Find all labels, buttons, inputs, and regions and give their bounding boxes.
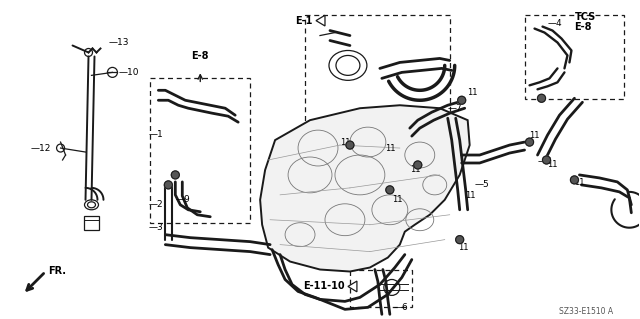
Text: 11: 11	[465, 191, 475, 200]
Text: 11: 11	[410, 166, 420, 174]
Circle shape	[456, 236, 464, 244]
Circle shape	[458, 96, 466, 104]
Circle shape	[538, 94, 545, 102]
Text: —13: —13	[108, 38, 129, 47]
Circle shape	[346, 141, 354, 149]
Text: 11: 11	[467, 88, 477, 97]
Polygon shape	[260, 105, 470, 271]
Text: SZ33-E1510 A: SZ33-E1510 A	[559, 307, 614, 316]
Bar	[350, 270, 412, 307]
Text: —2: —2	[148, 200, 163, 209]
Text: E-11-10: E-11-10	[303, 281, 345, 292]
Text: —4: —4	[547, 19, 562, 28]
Text: —10: —10	[118, 68, 139, 77]
Text: 11: 11	[529, 130, 540, 140]
Text: —9: —9	[175, 195, 190, 204]
Circle shape	[386, 186, 394, 194]
Bar	[150, 78, 250, 223]
Bar	[525, 15, 625, 99]
Circle shape	[543, 156, 550, 164]
Text: —12: —12	[31, 144, 51, 152]
Text: —3: —3	[148, 223, 163, 232]
Text: —1: —1	[148, 130, 163, 139]
Text: 11: 11	[458, 243, 468, 252]
Text: —7: —7	[448, 104, 463, 113]
Text: 11: 11	[547, 160, 558, 169]
Text: —6: —6	[394, 303, 408, 312]
Text: E-8: E-8	[575, 22, 592, 32]
Text: 11: 11	[385, 144, 396, 152]
Circle shape	[570, 176, 579, 184]
Bar	[305, 15, 450, 124]
Text: 11: 11	[392, 195, 403, 204]
Text: TCS: TCS	[575, 11, 596, 22]
Circle shape	[525, 138, 534, 146]
Text: 11: 11	[575, 178, 585, 187]
Text: —5: —5	[475, 180, 490, 189]
Circle shape	[414, 161, 422, 169]
Text: —8: —8	[538, 158, 552, 167]
Text: 11: 11	[340, 137, 351, 146]
Text: E-8: E-8	[191, 51, 209, 62]
Text: E-1: E-1	[294, 16, 312, 26]
Bar	[83, 216, 99, 230]
Circle shape	[164, 181, 172, 189]
Circle shape	[172, 171, 179, 179]
Text: FR.: FR.	[49, 265, 67, 276]
